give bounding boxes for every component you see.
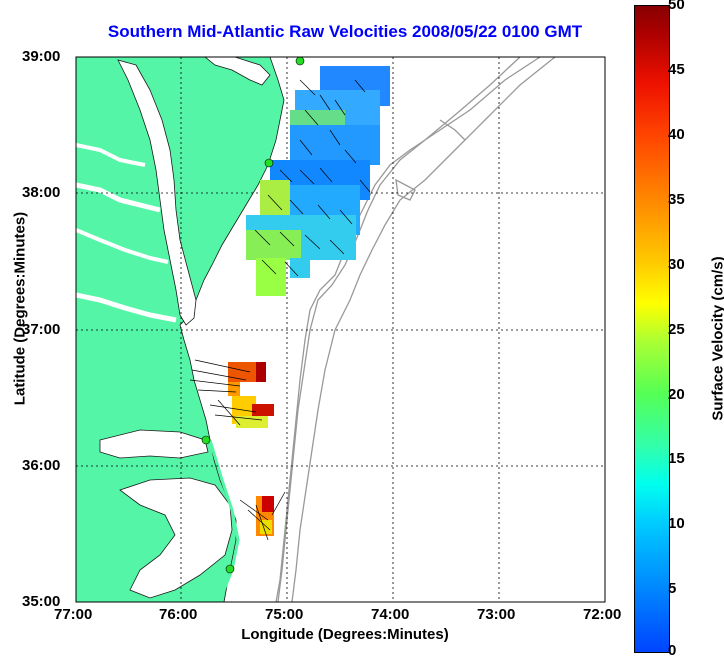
x-tick-label: 77:00: [54, 606, 93, 623]
x-tick-label: 74:00: [371, 606, 410, 623]
velocity-vectors-north: [254, 79, 371, 277]
y-tick-label: 38:00: [22, 184, 61, 201]
x-tick-label: 72:00: [583, 606, 622, 623]
y-tick-label: 39:00: [22, 48, 61, 65]
colorbar-tick: 50: [668, 0, 685, 13]
colorbar-tick: 45: [668, 61, 685, 78]
colorbar-tick: 35: [668, 191, 685, 208]
river-choptank: [76, 143, 146, 167]
chesapeake-bay: [117, 59, 197, 326]
radar-stations: [201, 57, 305, 574]
colorbar-title: Surface Velocity (cm/s): [709, 256, 724, 421]
x-tick-label: 76:00: [159, 606, 198, 623]
y-tick-label: 36:00: [22, 457, 61, 474]
grid-lines: [76, 57, 605, 602]
delaware-bay: [204, 57, 271, 86]
colorbar-tick: 40: [668, 126, 685, 143]
colorbar-tick: 25: [668, 321, 685, 338]
colorbar-tick: 5: [668, 580, 677, 597]
x-axis-label: Longitude (Degrees:Minutes): [241, 626, 449, 643]
colorbar-tick: 20: [668, 386, 685, 403]
velocity-field-south: [228, 362, 274, 536]
x-tick-label: 73:00: [477, 606, 516, 623]
map-title: Southern Mid-Atlantic Raw Velocities 200…: [107, 22, 583, 41]
velocity-field-north: [246, 66, 390, 296]
river-potomac: [76, 182, 161, 213]
y-tick-label: 37:00: [22, 321, 61, 338]
river-james: [76, 292, 177, 323]
x-tick-label: 75:00: [265, 606, 304, 623]
pamlico-sound: [119, 477, 233, 599]
outer-banks: [208, 439, 240, 596]
colorbar-tick: 10: [668, 515, 685, 532]
colorbar-tick: 0: [668, 642, 677, 659]
river-rappahannock: [76, 228, 169, 264]
colorbar: [634, 5, 670, 653]
y-axis-label: Latitude (Degrees:Minutes): [11, 211, 29, 406]
y-tick-label: 35:00: [22, 593, 61, 610]
colorbar-tick: 15: [668, 450, 685, 467]
map-frame: [75, 56, 606, 603]
colorbar-tick: 30: [668, 256, 685, 273]
velocity-vectors-south: [189, 359, 286, 541]
bathymetry-contours: [275, 57, 556, 602]
